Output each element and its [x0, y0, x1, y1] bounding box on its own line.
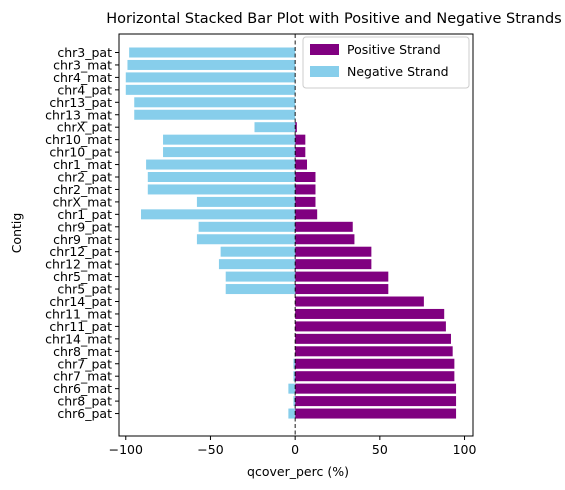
y-tick-label: chr14_mat	[45, 331, 112, 346]
positive-bar-chr11_pat	[295, 321, 446, 332]
y-tick-label: chr8_pat	[57, 394, 112, 409]
y-tick-label: chr6_mat	[53, 381, 112, 396]
positive-bar-chrX_mat	[295, 196, 316, 207]
negative-bar-chr2_pat	[147, 172, 296, 182]
y-tick-label: chr9_pat	[57, 219, 112, 234]
positive-bar-chr10_pat	[295, 147, 306, 158]
y-tick-label: chrX_mat	[53, 194, 113, 209]
positive-bar-chr11_mat	[295, 308, 445, 319]
y-tick-label: chr3_pat	[57, 45, 112, 60]
y-tick-label: chr4_pat	[57, 82, 112, 97]
legend: Positive Strand Negative Strand	[302, 36, 470, 89]
positive-bar-chr5_pat	[295, 284, 389, 295]
positive-bar-chr12_mat	[295, 259, 372, 270]
x-tick-label: 50	[372, 442, 388, 457]
y-tick-label: chr7_mat	[53, 369, 112, 384]
positive-bar-chr14_pat	[295, 296, 424, 307]
x-tick-label: 0	[291, 442, 299, 457]
y-tick-label: chr5_pat	[57, 282, 112, 297]
negative-bar-chr8_pat	[293, 396, 296, 407]
negative-bar-chr10_mat	[163, 134, 296, 145]
negative-bar-chr1_pat	[141, 209, 296, 220]
legend-swatch-positive	[310, 44, 339, 55]
negative-bar-chr3_pat	[129, 47, 296, 58]
negative-bar-chr3_mat	[127, 59, 296, 70]
y-tick-label: chr11_pat	[49, 319, 112, 334]
positive-bar-chr6_mat	[295, 383, 457, 394]
y-tick-label: chr1_pat	[57, 207, 112, 222]
negative-bar-chr6_mat	[288, 383, 296, 394]
positive-bar-chr1_mat	[295, 159, 308, 170]
negative-bar-chr7_mat	[293, 371, 296, 382]
negative-bar-chr4_pat	[125, 84, 296, 95]
y-tick-label: chr11_mat	[45, 306, 112, 321]
negative-bar-chr5_pat	[225, 284, 296, 295]
positive-bar-chr9_pat	[295, 221, 353, 232]
negative-bar-chr13_mat	[134, 109, 296, 120]
y-tick-label: chr2_pat	[57, 170, 112, 185]
y-tick-label: chr12_mat	[45, 257, 112, 272]
positive-bar-chr10_mat	[295, 134, 306, 145]
x-axis-ticks: −100 −50 0 50 100	[109, 436, 477, 457]
negative-bar-chr12_mat	[218, 259, 296, 270]
y-tick-label: chr3_mat	[53, 57, 112, 72]
positive-bar-chr7_pat	[295, 358, 455, 369]
y-axis-ticks: chr3_patchr3_matchr4_matchr4_patchr13_pa…	[45, 45, 119, 421]
y-axis-title: Contig	[9, 213, 24, 254]
negative-bar-chr10_pat	[163, 147, 296, 158]
y-tick-label: chr13_pat	[49, 95, 112, 110]
legend-swatch-negative	[310, 66, 339, 77]
positive-bar-chr2_pat	[295, 172, 316, 182]
legend-box	[302, 36, 470, 89]
positive-bar-chr2_mat	[295, 184, 316, 195]
y-tick-label: chr10_mat	[45, 132, 112, 147]
negative-bar-chr2_mat	[147, 184, 296, 195]
positive-bar-chr9_mat	[295, 234, 355, 245]
y-tick-label: chr9_mat	[53, 232, 112, 247]
y-tick-label: chr1_mat	[53, 157, 112, 172]
positive-bar-chr12_pat	[295, 246, 372, 257]
negative-bar-chr9_mat	[196, 234, 296, 245]
y-tick-label: chr8_mat	[53, 344, 112, 359]
x-tick-label: −50	[197, 442, 223, 457]
y-tick-label: chr4_mat	[53, 70, 112, 85]
positive-bar-chr5_mat	[295, 271, 389, 282]
y-tick-label: chr10_pat	[49, 145, 112, 160]
x-axis-title: qcover_perc (%)	[247, 464, 349, 479]
y-tick-label: chr6_pat	[57, 406, 112, 421]
negative-bar-chr9_pat	[198, 221, 296, 232]
y-tick-label: chr2_mat	[53, 182, 112, 197]
y-tick-label: chr5_mat	[53, 269, 112, 284]
x-tick-label: 100	[453, 442, 477, 457]
positive-bar-chr8_mat	[295, 346, 453, 357]
y-tick-label: chr7_pat	[57, 356, 112, 371]
y-tick-label: chr13_mat	[45, 107, 112, 122]
positive-bar-chr7_mat	[295, 371, 455, 382]
y-tick-label: chr14_pat	[49, 294, 112, 309]
negative-bar-chr6_pat	[288, 408, 296, 419]
negative-bar-chr4_mat	[125, 72, 296, 83]
positive-bar-chr6_pat	[295, 408, 457, 419]
positive-bar-chr1_pat	[295, 209, 318, 220]
negative-bar-chr5_mat	[225, 271, 296, 282]
negative-bar-chrX_pat	[254, 122, 296, 133]
plot-frame	[118, 33, 474, 437]
bars-group	[125, 47, 457, 419]
negative-bar-chr1_mat	[146, 159, 296, 170]
negative-bar-chrX_mat	[196, 196, 296, 207]
positive-bar-chrX_pat	[295, 122, 297, 133]
negative-bar-chr13_pat	[134, 97, 296, 108]
positive-bar-chr8_pat	[295, 396, 457, 407]
x-tick-label: −100	[109, 442, 143, 457]
negative-bar-chr7_pat	[293, 358, 296, 369]
legend-label-negative: Negative Strand	[347, 64, 449, 79]
y-tick-label: chr12_pat	[49, 244, 112, 259]
y-tick-label: chrX_pat	[57, 120, 112, 135]
chart-title: Horizontal Stacked Bar Plot with Positiv…	[106, 11, 561, 27]
negative-bar-chr12_pat	[220, 246, 296, 257]
legend-label-positive: Positive Strand	[347, 42, 441, 57]
positive-bar-chr14_mat	[295, 333, 451, 344]
